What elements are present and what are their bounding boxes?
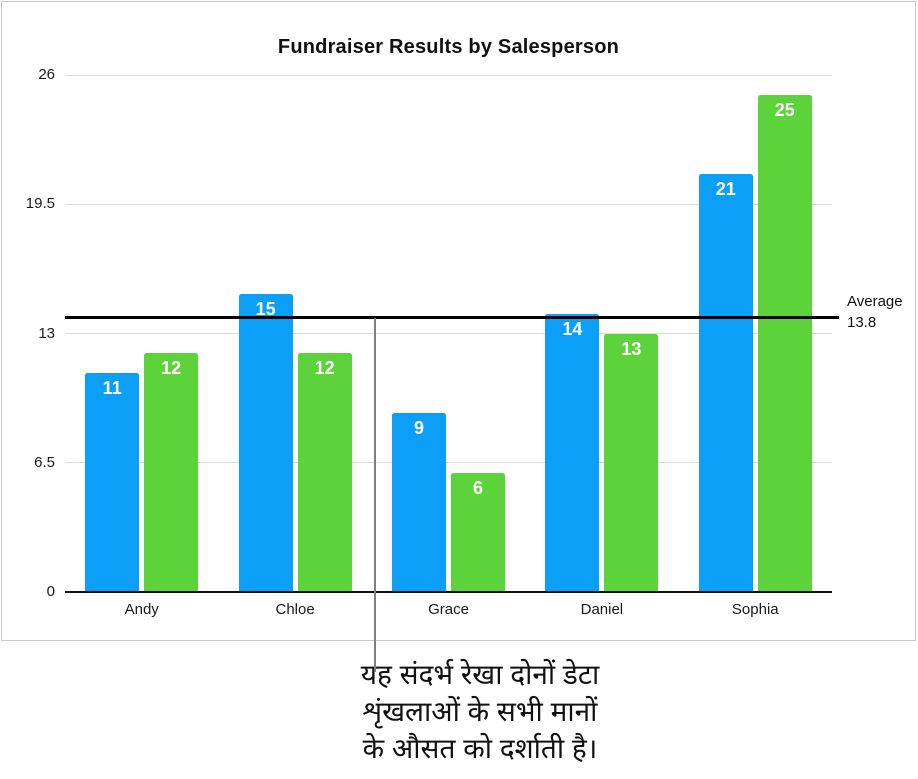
bar-value-label: 12: [314, 358, 335, 379]
chart-title: Fundraiser Results by Salesperson: [277, 36, 620, 58]
gridline: [65, 333, 832, 334]
annotation-line-3: के औसत को दर्शाती है।: [362, 733, 598, 764]
y-axis-tick-label: 26: [38, 66, 55, 83]
bar-value-label: 21: [715, 179, 736, 200]
bar-series1-sophia: 21: [698, 174, 753, 592]
y-axis-tick-label: 13: [38, 324, 55, 342]
plot-area: 11 12 15 12 9 6 14 13 21 25: [65, 74, 832, 593]
bar-value-label: 25: [774, 99, 795, 120]
average-reference-line: [65, 316, 839, 320]
gridline: [65, 203, 832, 205]
annotation-line-2: शृंखलाओं के सभी मानों: [362, 696, 598, 727]
x-axis-category-label: Chloe: [275, 601, 315, 618]
bar-series2-andy: 12: [144, 353, 199, 592]
bar-value-label: 9: [413, 418, 424, 439]
bar-value-label: 12: [161, 358, 182, 379]
bar-value-label: 13: [621, 338, 642, 359]
bar-series1-andy: 11: [85, 373, 140, 592]
bar-series1-chloe: 15: [238, 293, 293, 592]
bar-series2-grace: 6: [451, 472, 505, 592]
bar-value-label: 11: [102, 378, 122, 399]
x-axis-line: [65, 591, 832, 593]
y-axis-tick-label: 6.5: [34, 453, 55, 471]
gridline: [65, 74, 832, 76]
bar-series1-daniel: 14: [545, 313, 600, 592]
reference-line-label-value: 13.8: [847, 314, 877, 331]
bar-series2-sophia: 25: [757, 94, 812, 592]
x-axis-category-label: Andy: [124, 601, 159, 618]
bar-series2-chloe: 12: [297, 353, 352, 592]
bar-series1-grace: 9: [392, 413, 446, 592]
bar-value-label: 6: [472, 477, 483, 498]
bar-series2-daniel: 13: [604, 333, 659, 592]
gridline: [65, 462, 832, 464]
annotation-line-1: यह संदर्भ रेखा दोनों डेटा: [360, 659, 600, 690]
bar-value-label: 14: [562, 318, 583, 339]
chart-panel: Fundraiser Results by Salesperson 11 12 15…: [1, 1, 916, 641]
reference-line-label-title: Average: [847, 293, 903, 310]
x-axis-category-label: Sophia: [731, 601, 779, 618]
annotation-text: यह संदर्भ रेखा दोनों डेटा शृंखलाओं के सभ…: [250, 656, 710, 767]
x-axis-category-label: Daniel: [580, 601, 624, 618]
callout-line: [374, 318, 376, 672]
y-axis-tick-label: 19.5: [25, 195, 55, 213]
reference-line-label: Average 13.8: [847, 291, 903, 333]
x-axis-category-label: Grace: [428, 601, 469, 618]
bar-value-label: 15: [255, 298, 276, 319]
y-axis-tick-label: 0: [46, 583, 55, 600]
